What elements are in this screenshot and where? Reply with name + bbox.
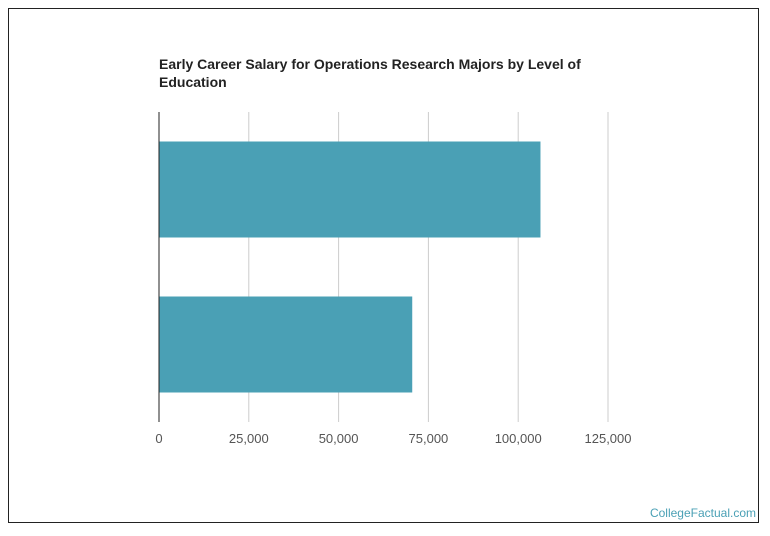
chart-title: Early Career Salary for Operations Resea… (159, 56, 581, 90)
x-tick-label: 0 (155, 431, 162, 446)
x-tick-label: 50,000 (319, 431, 359, 446)
x-tick-label: 125,000 (585, 431, 632, 446)
watermark-link[interactable]: CollegeFactual.com (649, 506, 756, 520)
x-tick-label: 75,000 (409, 431, 449, 446)
x-tick-label: 100,000 (495, 431, 542, 446)
bar[interactable] (159, 141, 541, 238)
x-tick-label: 25,000 (229, 431, 269, 446)
bar[interactable] (159, 296, 413, 393)
chart-frame (8, 8, 759, 523)
